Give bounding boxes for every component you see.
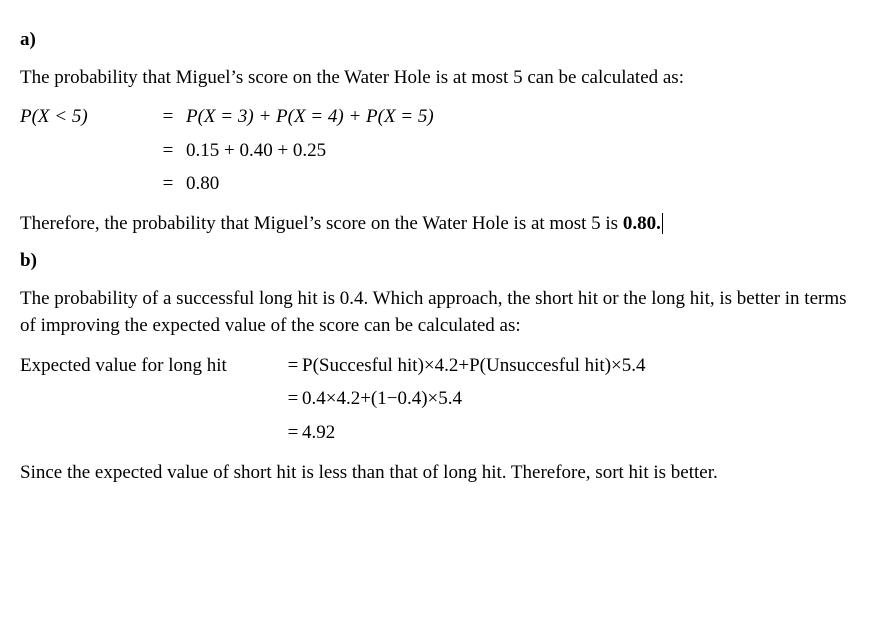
- section-b-label: b): [20, 247, 850, 275]
- section-a-concl-value: 0.80.: [623, 213, 661, 234]
- section-b-intro: The probability of a successful long hit…: [20, 285, 850, 340]
- section-a-equation: P(X < 5) = P(X = 3) + P(X = 4) + P(X = 5…: [20, 103, 850, 198]
- eq-a-rhs3: 0.80: [186, 170, 219, 198]
- eq-sign: =: [284, 352, 302, 380]
- eq-b-rhs2: 0.4×4.2+(1−0.4)×5.4: [302, 385, 462, 413]
- eq-sign: =: [284, 385, 302, 413]
- eq-a-line2: = 0.15 + 0.40 + 0.25: [20, 137, 850, 165]
- eq-sign: =: [284, 419, 302, 447]
- eq-b-line3: = 4.92: [20, 419, 850, 447]
- text-cursor: [662, 213, 663, 234]
- eq-b-rhs3: 4.92: [302, 419, 335, 447]
- eq-b-rhs1: P(Succesful hit)×4.2+P(Unsuccesful hit)×…: [302, 352, 645, 380]
- eq-b-line2: = 0.4×4.2+(1−0.4)×5.4: [20, 385, 850, 413]
- section-b-conclusion: Since the expected value of short hit is…: [20, 459, 850, 487]
- eq-a-rhs1: P(X = 3) + P(X = 4) + P(X = 5): [186, 103, 434, 131]
- eq-b-line1: Expected value for long hit =P(Succesful…: [20, 352, 850, 380]
- section-a-label: a): [20, 26, 850, 54]
- eq-b-lhs: Expected value for long hit: [20, 352, 284, 380]
- eq-a-line1: P(X < 5) = P(X = 3) + P(X = 4) + P(X = 5…: [20, 103, 850, 131]
- eq-sign: =: [150, 103, 186, 131]
- section-b-equation: Expected value for long hit =P(Succesful…: [20, 352, 850, 447]
- eq-a-line3: = 0.80: [20, 170, 850, 198]
- section-a-intro: The probability that Miguel’s score on t…: [20, 64, 850, 92]
- section-a-concl-prefix: Therefore, the probability that Miguel’s…: [20, 213, 623, 234]
- eq-sign: =: [150, 137, 186, 165]
- section-a-conclusion: Therefore, the probability that Miguel’s…: [20, 210, 850, 238]
- eq-a-lhs: P(X < 5): [20, 103, 150, 131]
- eq-a-rhs2: 0.15 + 0.40 + 0.25: [186, 137, 326, 165]
- eq-sign: =: [150, 170, 186, 198]
